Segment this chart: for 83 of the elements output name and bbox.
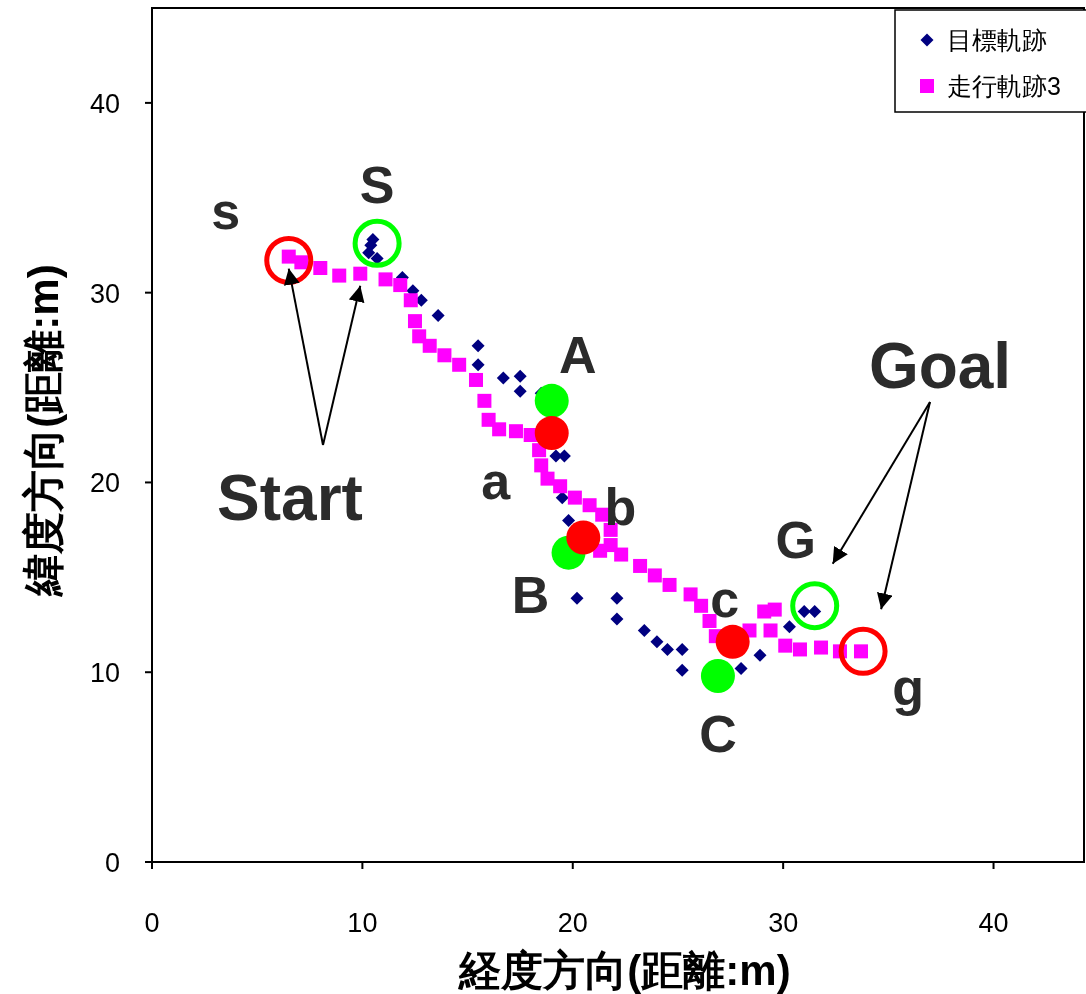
point (403, 293, 418, 308)
point (683, 587, 698, 602)
point (715, 624, 750, 659)
point (353, 266, 368, 281)
point (422, 338, 437, 353)
annotation: S (359, 156, 395, 215)
point (797, 604, 811, 618)
point (555, 491, 569, 505)
point (508, 424, 523, 439)
point (814, 640, 829, 655)
point (570, 591, 584, 605)
x-tick-label: 40 (978, 908, 1009, 938)
point (332, 268, 347, 283)
y-tick-label: 10 (89, 658, 120, 689)
point (471, 358, 485, 372)
point (513, 369, 527, 383)
point (540, 471, 555, 486)
point (610, 612, 624, 626)
point (452, 357, 467, 372)
point (477, 393, 492, 408)
point (313, 261, 328, 275)
point (407, 314, 422, 329)
point (496, 371, 510, 385)
annotation: B (511, 565, 550, 624)
point (675, 663, 689, 677)
x-tick-label: 10 (347, 908, 378, 938)
point (378, 272, 393, 287)
point (566, 520, 601, 555)
annotation: Start (217, 462, 363, 534)
annotation: A (558, 325, 597, 384)
annotation: G (775, 510, 816, 569)
point (294, 255, 309, 270)
point (662, 577, 677, 592)
point (534, 458, 549, 473)
legend-label: 目標軌跡 (947, 26, 1047, 54)
point (614, 547, 629, 562)
point (792, 642, 807, 657)
annotation: b (604, 478, 637, 537)
point (534, 416, 569, 451)
annotation: c (710, 569, 740, 628)
point (468, 372, 483, 387)
point (778, 638, 793, 653)
point (513, 384, 527, 398)
point (650, 635, 664, 649)
y-axis-title: 緯度方向(距離:m) (20, 264, 67, 597)
point (753, 648, 767, 662)
annotation: Goal (868, 330, 1012, 402)
y-tick-label: 30 (89, 278, 120, 309)
point (734, 661, 748, 675)
point (471, 339, 485, 353)
point (767, 602, 782, 617)
point (412, 329, 427, 344)
x-tick-label: 20 (557, 908, 588, 938)
point (700, 659, 735, 694)
legend-label: 走行軌跡3 (947, 72, 1061, 100)
point (393, 278, 408, 293)
point (582, 498, 597, 513)
point (660, 642, 674, 656)
point (567, 490, 582, 505)
point (675, 642, 689, 656)
annotation: a (481, 452, 512, 511)
point (694, 598, 709, 613)
annotation: s (211, 182, 241, 241)
point (610, 591, 624, 605)
point (437, 348, 452, 363)
point (553, 479, 568, 494)
point (637, 623, 651, 637)
x-tick-label: 30 (768, 908, 799, 938)
point (633, 558, 648, 573)
y-tick-label: 0 (104, 848, 120, 878)
point (534, 383, 569, 418)
x-axis-title: 経度方向(距離:m) (457, 947, 791, 994)
y-tick-label: 20 (89, 468, 120, 499)
x-tick-label: 0 (144, 908, 160, 938)
point (763, 623, 778, 638)
point (562, 513, 576, 527)
point (492, 422, 507, 437)
y-tick-label: 40 (89, 88, 120, 119)
point (647, 568, 662, 583)
annotation: C (699, 705, 737, 764)
point (782, 620, 796, 634)
annotation: g (892, 658, 924, 717)
point (431, 308, 445, 322)
